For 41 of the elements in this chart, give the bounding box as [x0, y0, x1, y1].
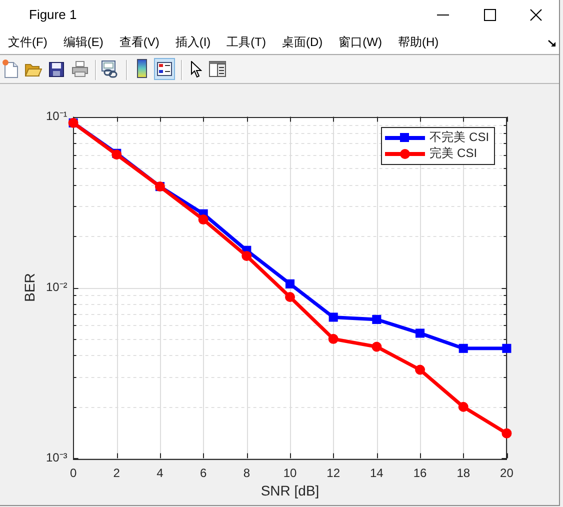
text: 编辑(E): [63, 35, 104, 50]
caption: Figure 1: [29, 7, 77, 23]
x-tick-label: 12: [326, 466, 340, 480]
x-tick-label: 6: [200, 466, 207, 480]
point: [372, 342, 382, 352]
x-tick-label: 10: [283, 466, 297, 480]
y-tick-label: 10⁻³: [46, 450, 68, 465]
point: [415, 328, 425, 338]
y-axis-title: BER: [21, 273, 38, 302]
point: [328, 312, 338, 322]
point: [415, 364, 426, 375]
point: [502, 344, 512, 353]
point: [285, 279, 295, 288]
x-tick-label: 16: [413, 466, 428, 480]
x-axis-title: SNR [dB]: [260, 482, 320, 498]
y-tick-label: 10⁻¹: [46, 109, 68, 124]
x-tick-label: 18: [456, 466, 470, 480]
point: [198, 214, 208, 225]
point: [242, 250, 252, 261]
point: [502, 428, 512, 438]
text: 帮助(H): [398, 35, 439, 50]
point: [372, 314, 382, 324]
x-tick-label: 2: [113, 466, 120, 480]
text: 文件(F): [8, 35, 48, 50]
x-tick-label: 14: [370, 466, 384, 480]
x-tick-label: 20: [500, 466, 514, 480]
point: [285, 292, 295, 302]
x-tick-label: 0: [70, 466, 77, 480]
x-tick-label: 8: [243, 466, 250, 480]
text: 插入(I): [175, 35, 211, 50]
y-tick-label: 10⁻²: [46, 280, 68, 294]
point: [458, 402, 468, 412]
legend-label: 完美 CSI: [430, 146, 478, 162]
legend-label: 不完美 CSI: [430, 130, 490, 146]
point: [328, 334, 338, 344]
text: 窗口(W): [338, 35, 382, 50]
point: [458, 344, 468, 353]
text: 工具(T): [226, 35, 266, 50]
text: 桌面(D): [282, 35, 323, 50]
text: 查看(V): [119, 35, 160, 50]
x-tick-label: 4: [156, 466, 164, 480]
